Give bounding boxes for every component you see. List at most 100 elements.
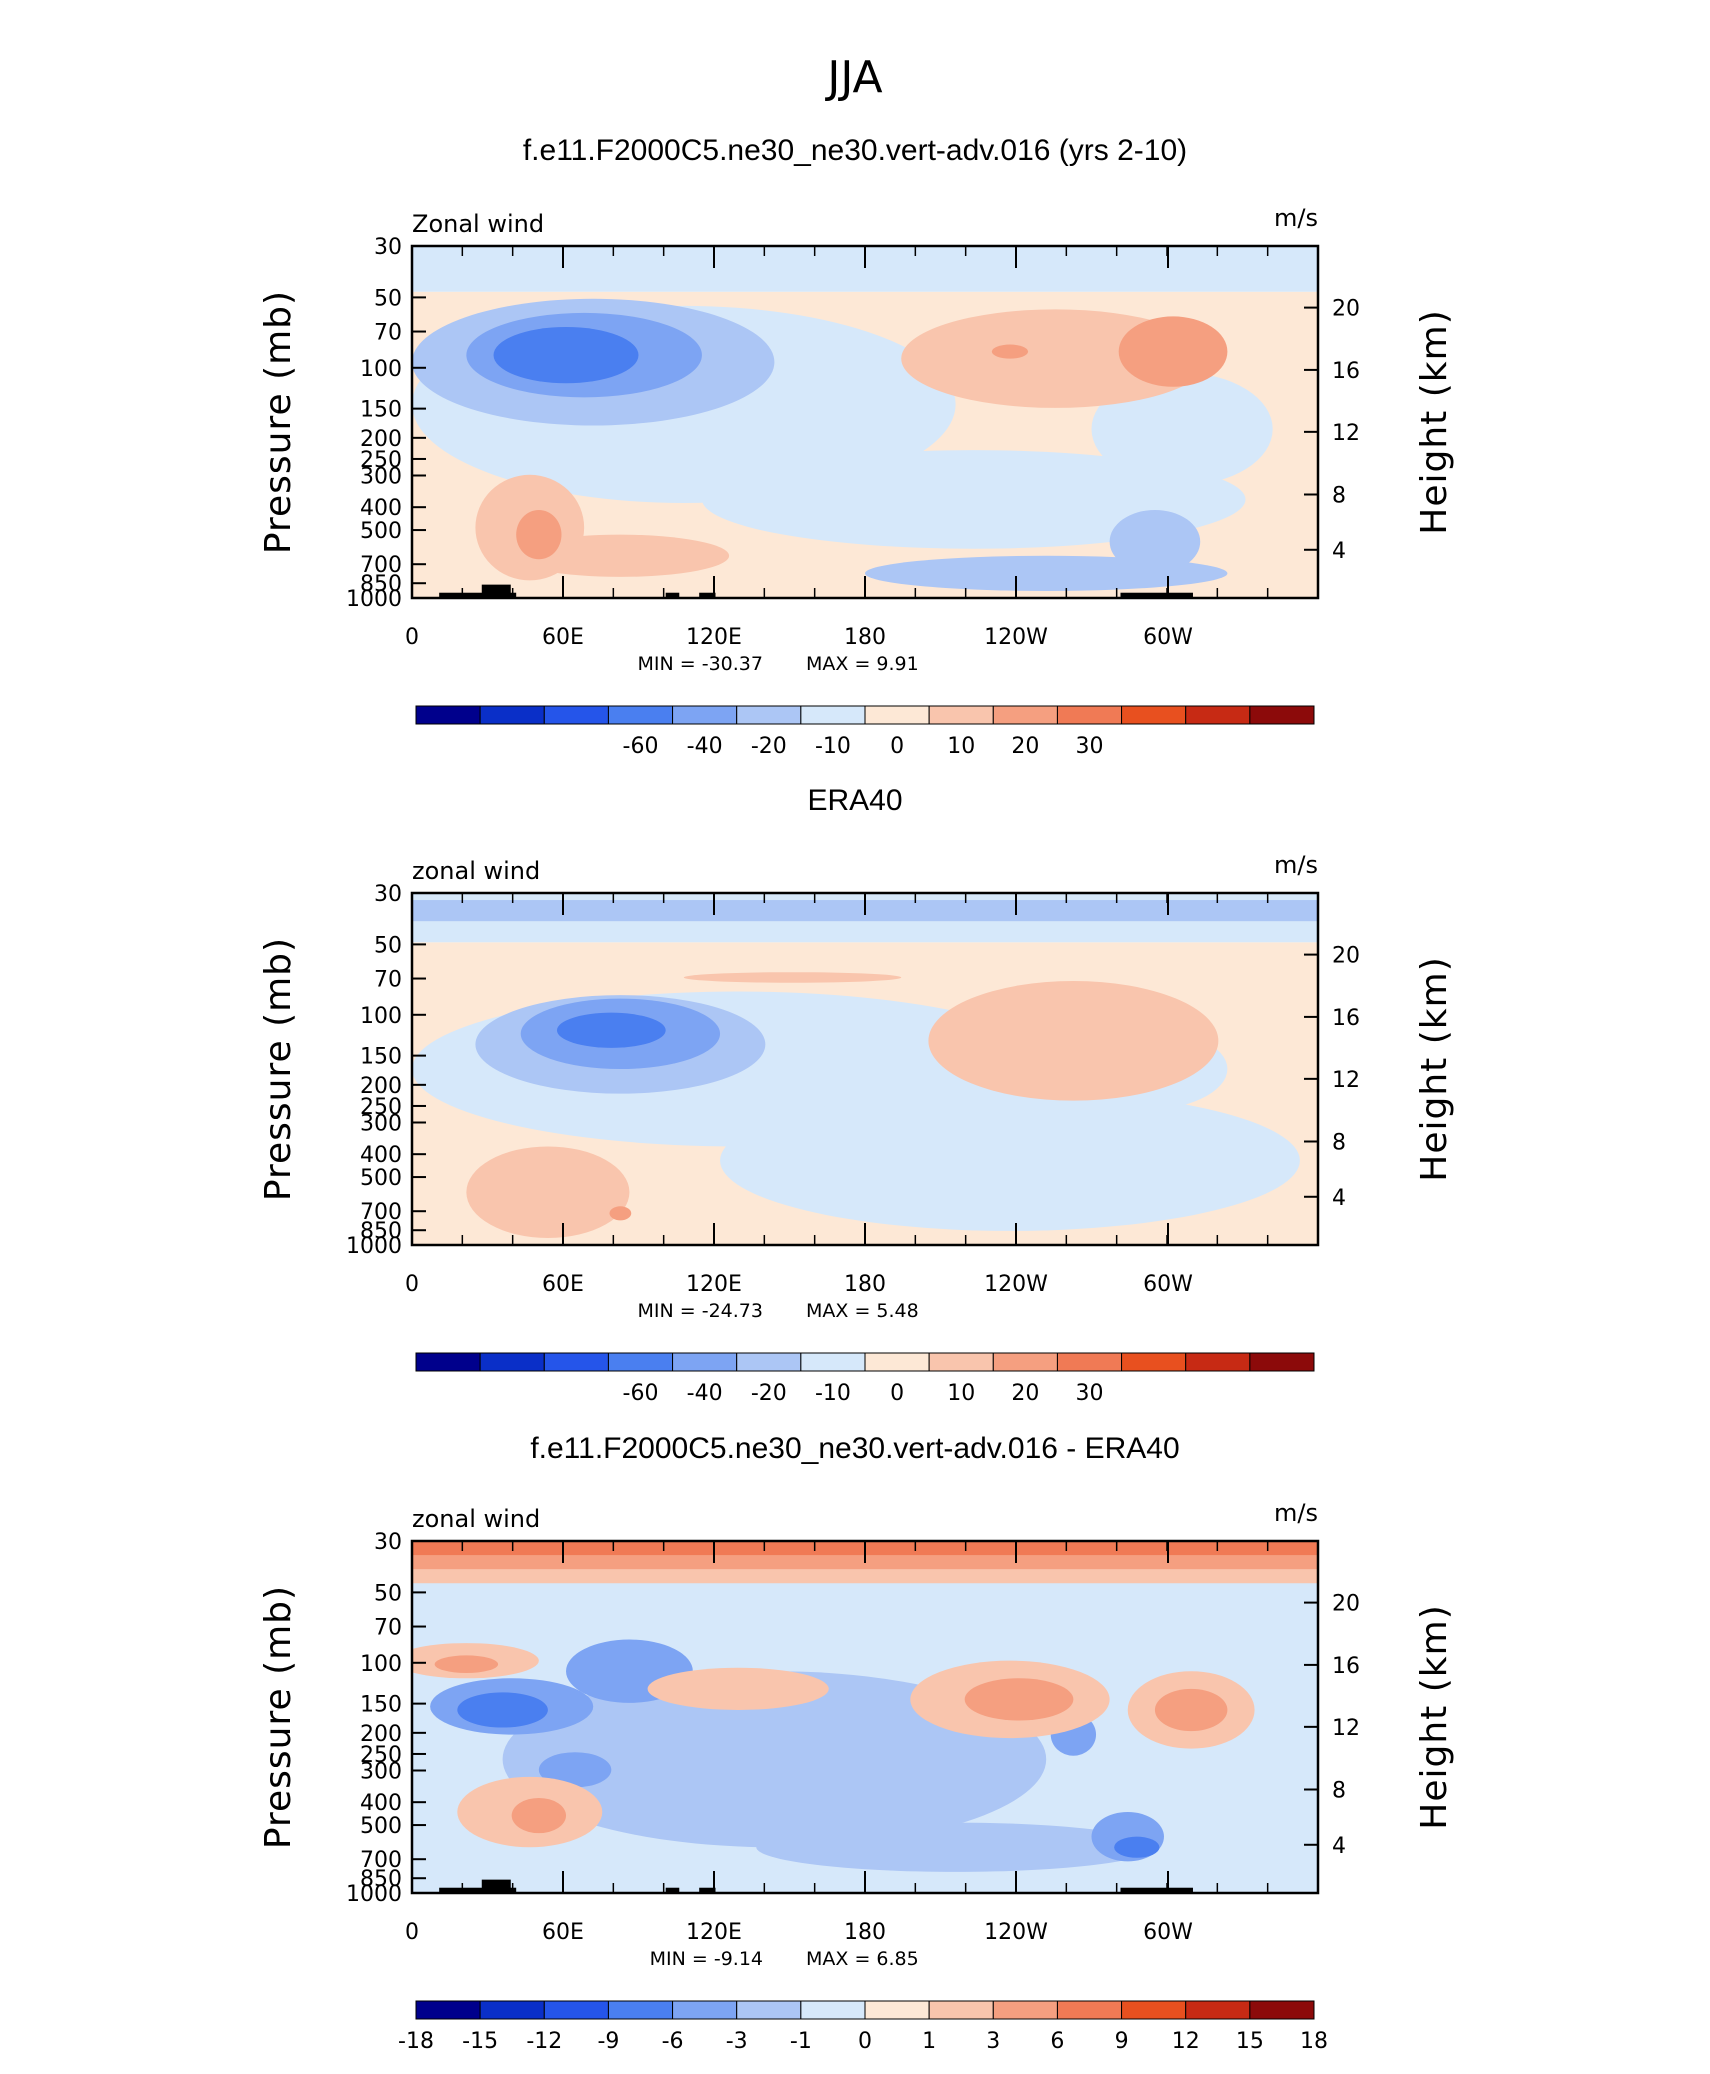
colorbar-swatch xyxy=(543,705,609,725)
colorbar-swatch xyxy=(415,1352,481,1372)
y-tick-label: 70 xyxy=(374,968,402,993)
colorbar-label: -12 xyxy=(526,2029,562,2054)
colorbar-label: 20 xyxy=(1011,1381,1039,1406)
colorbar-label: 3 xyxy=(986,2029,1000,2054)
contour-region xyxy=(1091,372,1273,486)
y-tick-label: 200 xyxy=(360,1722,402,1747)
colorbar-label: -18 xyxy=(398,2029,434,2054)
y-tick-label: 700 xyxy=(360,553,402,578)
x-tick-label: 60E xyxy=(542,625,584,650)
contour-band xyxy=(412,1555,1318,1573)
colorbar-swatch xyxy=(864,705,930,725)
y2-tick-label: 8 xyxy=(1332,1779,1346,1804)
colorbar-label: 6 xyxy=(1050,2029,1064,2054)
colorbar-label: -60 xyxy=(623,734,659,759)
topography-mask xyxy=(1120,1887,1193,1893)
colorbar-swatch xyxy=(864,1352,930,1372)
colorbar-swatch xyxy=(992,1352,1058,1372)
x-tick-label: 180 xyxy=(844,1920,886,1945)
x-tick-label: 60W xyxy=(1143,1272,1193,1297)
y-tick-label: 30 xyxy=(374,1530,402,1555)
colorbar-swatch xyxy=(736,2000,802,2020)
y-tick-label: 200 xyxy=(360,1074,402,1099)
y2-axis-title: Height (km) xyxy=(1414,309,1455,534)
colorbar-swatch xyxy=(1249,705,1315,725)
colorbar-swatch xyxy=(928,2000,994,2020)
panel-title: ERA40 xyxy=(807,784,902,817)
contour-region xyxy=(720,1090,1300,1231)
colorbar-label: -3 xyxy=(726,2029,748,2054)
colorbar-swatch xyxy=(928,705,994,725)
contour-region xyxy=(434,1655,499,1673)
contour-region xyxy=(466,1146,630,1238)
contour-region xyxy=(1118,316,1228,387)
min-label: MIN = -30.37 xyxy=(638,653,763,675)
colorbar-swatch xyxy=(864,2000,930,2020)
contour-region xyxy=(538,1752,612,1788)
colorbar-label: 30 xyxy=(1076,1381,1104,1406)
y-tick-label: 700 xyxy=(360,1200,402,1225)
colorbar-swatch xyxy=(1121,2000,1187,2020)
colorbar-swatch xyxy=(1185,2000,1251,2020)
colorbar-swatch xyxy=(479,2000,545,2020)
contour-field xyxy=(412,893,1318,1245)
y-tick-label: 150 xyxy=(360,398,402,423)
colorbar-label: 18 xyxy=(1300,2029,1328,2054)
colorbar-label: 10 xyxy=(947,734,975,759)
colorbar-swatch xyxy=(479,1352,545,1372)
contour-region xyxy=(493,326,639,384)
x-tick-label: 180 xyxy=(844,1272,886,1297)
contour-region xyxy=(502,1671,1047,1848)
chart-panel-1: f.e11.F2000C5.ne30_ne30.vert-adv.016 (yr… xyxy=(258,134,1455,759)
y-tick-label: 1000 xyxy=(346,1882,402,1907)
max-label: MAX = 6.85 xyxy=(806,1948,919,1970)
x-tick-label: 0 xyxy=(405,1920,419,1945)
colorbar: -18 -15 -12 -9 -6 -3 -1 0 1 3 6 9 12 15 18 xyxy=(398,2000,1328,2054)
contour-region xyxy=(511,1797,567,1834)
colorbar-label: 20 xyxy=(1011,734,1039,759)
topography-mask xyxy=(699,592,716,598)
colorbar-swatch xyxy=(992,705,1058,725)
contour-region xyxy=(701,450,1246,549)
units-label: m/s xyxy=(1274,851,1318,879)
contour-region xyxy=(647,1667,829,1710)
y-tick-label: 300 xyxy=(360,465,402,490)
contour-region xyxy=(516,510,562,560)
figure-title: JJA xyxy=(824,52,882,103)
y2-tick-label: 20 xyxy=(1332,297,1360,322)
y-tick-label: 150 xyxy=(360,1693,402,1718)
colorbar-label: -10 xyxy=(815,734,851,759)
colorbar-label: 0 xyxy=(890,734,904,759)
x-tick-label: 120W xyxy=(984,1272,1048,1297)
y-tick-label: 100 xyxy=(360,357,402,382)
x-tick-label: 180 xyxy=(844,625,886,650)
y-tick-label: 50 xyxy=(374,933,402,958)
colorbar-swatch xyxy=(1121,705,1187,725)
colorbar-label: -9 xyxy=(597,2029,619,2054)
x-tick-label: 120W xyxy=(984,625,1048,650)
contour-region xyxy=(991,344,1029,359)
y2-tick-label: 12 xyxy=(1332,421,1360,446)
colorbar-swatch xyxy=(415,2000,481,2020)
min-label: MIN = -9.14 xyxy=(650,1948,763,1970)
y-tick-label: 250 xyxy=(360,1095,402,1120)
colorbar-label: -6 xyxy=(662,2029,684,2054)
colorbar-swatch xyxy=(800,705,866,725)
colorbar-swatch xyxy=(543,1352,609,1372)
y2-tick-label: 20 xyxy=(1332,1592,1360,1617)
contour-region xyxy=(511,534,730,577)
contour-field xyxy=(412,246,1318,598)
y2-tick-label: 4 xyxy=(1332,539,1346,564)
contour-region xyxy=(609,1206,632,1221)
colorbar-label: 15 xyxy=(1236,2029,1264,2054)
topography-mask xyxy=(439,1887,517,1893)
colorbar-swatch xyxy=(1056,705,1123,725)
colorbar-swatch xyxy=(672,2000,738,2020)
x-tick-label: 60E xyxy=(542,1272,584,1297)
y-tick-label: 500 xyxy=(360,1814,402,1839)
y-tick-label: 30 xyxy=(374,235,402,260)
colorbar-swatch xyxy=(1056,1352,1123,1372)
colorbar: -60 -40 -20 -10 0 10 20 30 xyxy=(415,705,1315,759)
colorbar: -60 -40 -20 -10 0 10 20 30 xyxy=(415,1352,1315,1406)
contour-band xyxy=(412,1569,1318,1584)
